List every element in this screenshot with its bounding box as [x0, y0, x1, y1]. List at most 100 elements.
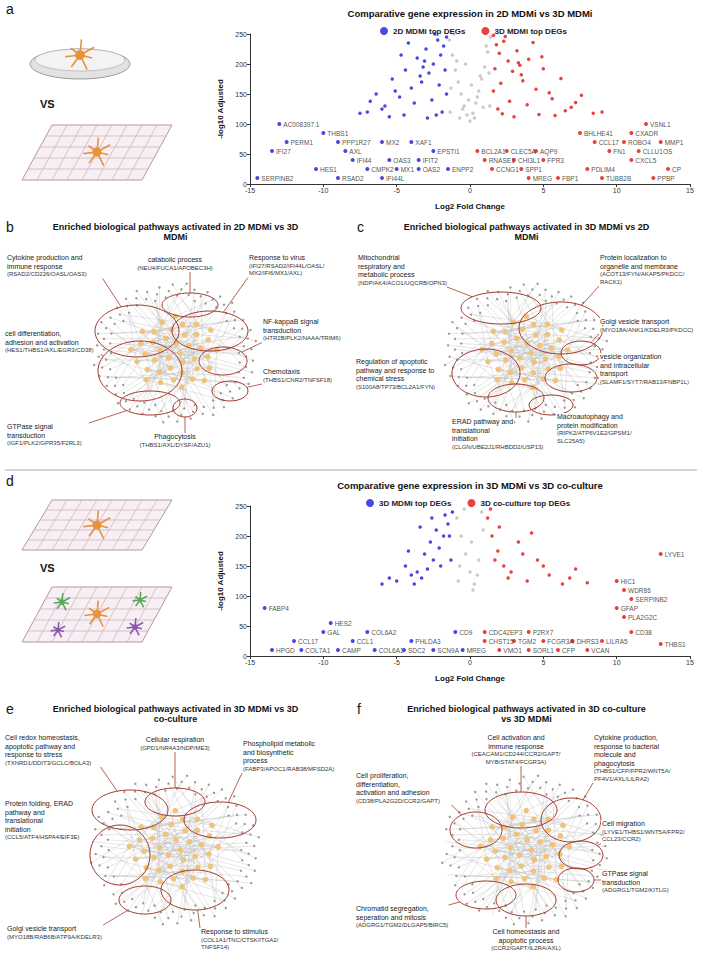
svg-text:transduction: transduction	[263, 327, 301, 334]
svg-text:FN1: FN1	[613, 148, 626, 155]
svg-text:MREG: MREG	[533, 175, 553, 182]
svg-text:translational: translational	[5, 817, 43, 824]
svg-text:(ACOT13/FYN/AKAP5/PKDCC/: (ACOT13/FYN/AKAP5/PKDCC/	[600, 271, 685, 277]
svg-text:(HES1/THBS1/AXL/EGR3/CD38): (HES1/THBS1/AXL/EGR3/CD38)	[5, 347, 94, 353]
svg-text:FABP4: FABP4	[269, 605, 290, 612]
svg-text:PPP1R27: PPP1R27	[342, 139, 371, 146]
svg-text:cell differentiation,: cell differentiation,	[5, 330, 61, 337]
svg-text:vesicle organization: vesicle organization	[600, 353, 662, 361]
svg-text:RSAD2: RSAD2	[342, 175, 364, 182]
svg-text:P2RX7: P2RX7	[533, 629, 554, 636]
svg-text:COL6A2: COL6A2	[371, 629, 396, 636]
svg-text:-10: -10	[318, 659, 328, 666]
svg-text:differentiation,: differentiation,	[356, 781, 400, 788]
svg-text:SERPINB2: SERPINB2	[635, 596, 668, 603]
svg-text:Regulation of apoptotic: Regulation of apoptotic	[356, 358, 428, 366]
svg-text:LILRA5: LILRA5	[606, 638, 628, 645]
svg-text:adhesion and activation: adhesion and activation	[5, 339, 79, 346]
svg-text:initiation: initiation	[5, 826, 31, 833]
svg-text:(THBS1/CFP/FPR2/WNT5A/: (THBS1/CFP/FPR2/WNT5A/	[594, 768, 671, 774]
svg-text:(THBS1/CNR2/TNFSF18): (THBS1/CNR2/TNFSF18)	[263, 377, 332, 383]
svg-text:-15: -15	[245, 187, 255, 194]
svg-text:OAS3: OAS3	[393, 157, 411, 164]
svg-text:CFP: CFP	[562, 647, 575, 654]
svg-text:-10: -10	[318, 187, 328, 194]
svg-text:co-culture: co-culture	[154, 714, 198, 724]
svg-text:0: 0	[468, 187, 472, 194]
svg-text:IFI27: IFI27	[276, 148, 291, 155]
svg-text:100: 100	[235, 593, 247, 600]
svg-text:(CD38/PLA2G2D/CCR2/GAPT): (CD38/PLA2G2D/CCR2/GAPT)	[356, 798, 440, 804]
svg-text:(IGF1/PLK2/GPR35/F2RL3): (IGF1/PLK2/GPR35/F2RL3)	[7, 440, 82, 446]
svg-text:THBS1: THBS1	[327, 130, 348, 137]
svg-text:Cell migration: Cell migration	[602, 820, 645, 828]
svg-text:(ADGRG1/TGM2/KITLG): (ADGRG1/TGM2/KITLG)	[602, 887, 669, 893]
svg-text:IFI44L: IFI44L	[386, 175, 405, 182]
svg-text:phagocytosis: phagocytosis	[594, 760, 635, 768]
svg-text:transport: transport	[600, 370, 628, 378]
svg-text:15: 15	[686, 659, 694, 666]
svg-text:5: 5	[541, 659, 545, 666]
svg-text:-5: -5	[394, 187, 400, 194]
svg-text:CDC42EP3: CDC42EP3	[489, 629, 523, 636]
svg-text:Cytokine production and: Cytokine production and	[7, 254, 83, 262]
svg-text:PERM1: PERM1	[291, 139, 314, 146]
svg-text:TGM2: TGM2	[518, 638, 536, 645]
svg-text:CCL23/CCR2): CCL23/CCR2)	[602, 836, 641, 842]
svg-text:IFI44: IFI44	[357, 157, 372, 164]
svg-text:AQP9: AQP9	[540, 148, 558, 156]
svg-text:200: 200	[235, 61, 247, 68]
svg-text:-5: -5	[394, 659, 400, 666]
svg-text:chemical stress: chemical stress	[356, 375, 405, 382]
svg-text:AC008397.1: AC008397.1	[283, 121, 320, 128]
svg-text:molecule and: molecule and	[594, 751, 636, 758]
svg-text:(CCR2/GAPT/IL2RA/AXL): (CCR2/GAPT/IL2RA/AXL)	[491, 945, 561, 951]
svg-text:-15: -15	[245, 659, 255, 666]
svg-text:respiratory and: respiratory and	[358, 263, 405, 271]
svg-text:TUBB2B: TUBB2B	[606, 175, 631, 182]
svg-text:PHLDA3: PHLDA3	[415, 638, 441, 645]
svg-text:CAMP: CAMP	[342, 647, 361, 654]
svg-text:3D MDMi top DEGs: 3D MDMi top DEGs	[379, 499, 452, 508]
svg-text:Cell redox homeostasis,: Cell redox homeostasis,	[5, 734, 80, 741]
svg-text:10: 10	[613, 659, 621, 666]
svg-text:pathway and: pathway and	[5, 809, 45, 817]
svg-text:SDC2: SDC2	[408, 647, 426, 654]
svg-text:IFIT2: IFIT2	[423, 157, 439, 164]
svg-text:apoptotic process: apoptotic process	[499, 937, 554, 945]
svg-text:CCL1: CCL1	[357, 638, 374, 645]
svg-text:organelle and membrane: organelle and membrane	[600, 263, 678, 271]
svg-text:MDMi: MDMi	[515, 232, 539, 242]
svg-text:Cytokine production,: Cytokine production,	[594, 734, 658, 742]
svg-text:BCL2A1: BCL2A1	[481, 148, 506, 155]
svg-text:Response to virus: Response to virus	[249, 254, 306, 262]
svg-text:WDR86: WDR86	[628, 587, 651, 594]
svg-text:50: 50	[239, 151, 247, 158]
svg-text:Chromatid segregation,: Chromatid segregation,	[356, 905, 429, 913]
svg-text:OAS2: OAS2	[423, 166, 441, 173]
svg-text:NF-kappaB signal: NF-kappaB signal	[263, 318, 319, 326]
svg-text:MMP1: MMP1	[665, 139, 684, 146]
svg-text:15: 15	[686, 187, 694, 194]
svg-text:50: 50	[239, 623, 247, 630]
svg-text:Cell proliferation,: Cell proliferation,	[356, 772, 409, 780]
svg-text:0: 0	[468, 659, 472, 666]
svg-text:LYVE1: LYVE1	[665, 551, 685, 558]
svg-text:PLA2G2C: PLA2G2C	[628, 614, 658, 621]
svg-text:GAL: GAL	[327, 629, 340, 636]
svg-text:Protein localization to: Protein localization to	[600, 254, 667, 261]
svg-text:CP: CP	[672, 166, 681, 173]
svg-text:PPBP: PPBP	[657, 175, 674, 182]
svg-text:FCGR3A: FCGR3A	[547, 638, 574, 645]
svg-text:CD9: CD9	[459, 629, 472, 636]
svg-text:5: 5	[541, 187, 545, 194]
svg-text:e: e	[6, 701, 14, 717]
svg-text:3D MDMi top DEGs: 3D MDMi top DEGs	[494, 27, 567, 36]
svg-text:Enriched biological pathways a: Enriched biological pathways activated i…	[404, 222, 650, 232]
svg-text:PF4V1/AXL/LILRA2): PF4V1/AXL/LILRA2)	[594, 776, 649, 782]
svg-text:(NDP/AK4/ACO1/UQCRB/OPN3): (NDP/AK4/ACO1/UQCRB/OPN3)	[358, 280, 447, 286]
svg-text:CXADR: CXADR	[635, 130, 658, 137]
svg-text:CCNG1: CCNG1	[496, 166, 519, 173]
svg-text:Phagocytosis: Phagocytosis	[154, 433, 196, 441]
svg-text:Comparative gene expression in: Comparative gene expression in 2D MDMi v…	[348, 8, 593, 19]
